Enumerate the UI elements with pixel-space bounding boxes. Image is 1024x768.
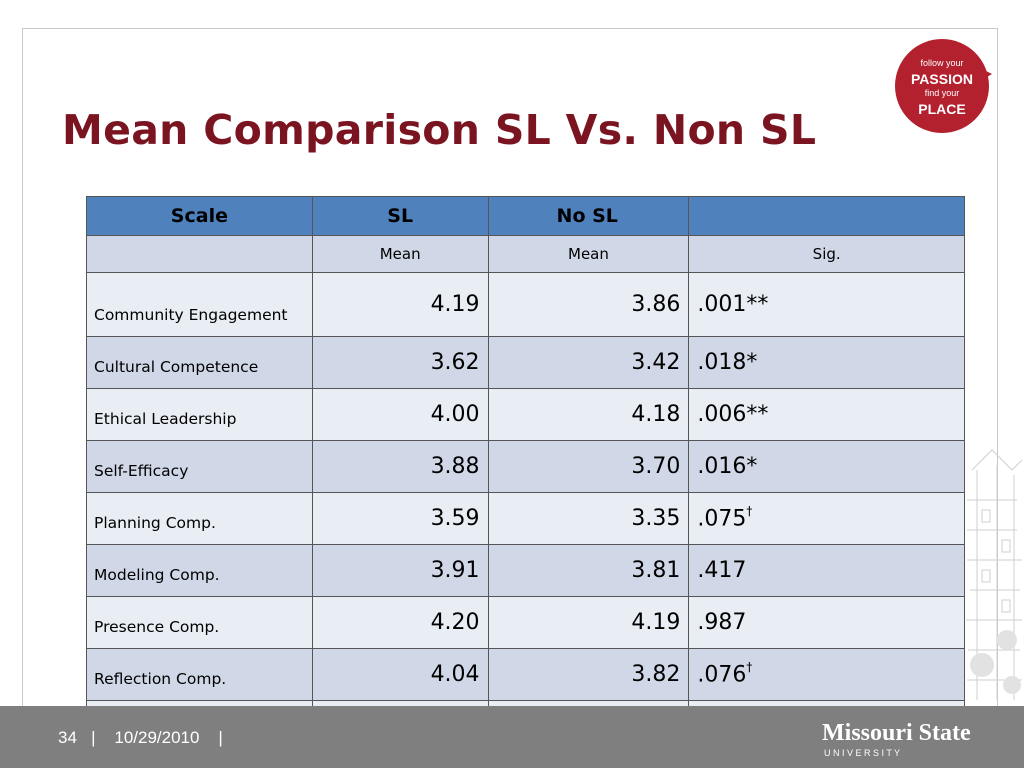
row-sig: .987 [688,596,965,649]
row-sl-mean: 3.59 [311,492,489,545]
row-sig: .417 [688,544,965,597]
row-sig-mark: † [746,659,753,674]
row-sig-value: .987 [697,610,747,635]
row-sl-mean: 4.00 [311,388,489,441]
table-row: Presence Comp. 4.20 4.19 .987 [86,596,965,649]
table-subheader-row: Mean Mean Sig. [86,235,965,273]
header-nosl: No SL [487,196,690,236]
row-sl-mean: 3.88 [311,440,489,493]
table-row: Ethical Leadership 4.00 4.18 .006** [86,388,965,441]
badge-line-1: follow your [920,58,963,68]
row-scale-label: Self-Efficacy [86,440,313,493]
badge-line-2: PASSION [911,71,973,87]
slide-title: Mean Comparison SL Vs. Non SL [62,106,817,154]
row-nosl-mean: 4.19 [487,596,690,649]
footer-bar [0,706,1024,768]
header-scale: Scale [86,196,313,236]
row-nosl-mean: 3.81 [487,544,690,597]
row-sl-mean: 3.62 [311,336,489,389]
table-body: Community Engagement 4.19 3.86.001** Cultur… [86,272,965,753]
row-sig: .076† [688,648,965,701]
row-nosl-mean: 3.35 [487,492,690,545]
passion-place-badge: follow your PASSION find your PLACE [895,39,992,133]
row-sig: .075† [688,492,965,545]
badge-line-3: find your [925,88,960,98]
row-sig-mark: † [746,503,753,518]
row-sig-value: .018* [697,350,758,375]
row-sl-mean: 3.91 [311,544,489,597]
table-row: Planning Comp. 3.59 3.35.075† [86,492,965,545]
table-row: Community Engagement 4.19 3.86 .001** [86,272,965,337]
row-sig-value: .076 [697,662,747,688]
row-scale-label: Cultural Competence [86,336,313,389]
row-scale-label: Reflection Comp. [86,648,313,701]
header-sl: SL [311,196,489,236]
badge-line-4: PLACE [918,101,965,117]
missouri-state-logo: Missouri State U N I V E R S I T Y [822,720,971,758]
subheader-sig: Sig. [688,235,965,273]
row-scale-label: Ethical Leadership [86,388,313,441]
row-nosl-mean: 3.86 [487,272,690,337]
row-scale-label: Planning Comp. [86,492,313,545]
row-scale-label: Modeling Comp. [86,544,313,597]
mean-comparison-table: Scale SL No SL Mean Mean Sig. Community … [86,196,965,753]
row-sig-value: .075 [697,506,747,532]
row-sig-value: .016* [697,454,758,479]
row-sl-mean: 4.04 [311,648,489,701]
subheader-scale [86,235,313,273]
logo-sub: U N I V E R S I T Y [824,748,900,758]
subheader-nosl-mean: Mean [487,235,690,273]
table-header-row: Scale SL No SL [86,196,965,236]
footer-page-date: 34 | 10/29/2010 | [58,728,223,747]
row-sig: .018* [688,336,965,389]
table-row: Modeling Comp. 3.91 3.81 .417 [86,544,965,597]
header-nosl-label: No SL [556,205,618,227]
campus-sketch-image [966,449,1023,700]
table-row: Self-Efficacy 3.88 3.70 .016* [86,440,965,493]
row-sig: .006** [688,388,965,441]
subheader-sl-mean: Mean [311,235,489,273]
row-nosl-mean: 4.18 [487,388,690,441]
logo-name: Missouri State [822,720,971,746]
row-sig-value: .001** [697,292,769,317]
table-row: Cultural Competence 3.62 3.42 .018* [86,336,965,389]
row-nosl-mean: 3.82 [487,648,690,701]
header-sig [688,196,965,236]
row-sig-value: .006** [697,402,769,427]
row-sl-mean: 4.19 [311,272,489,337]
row-nosl-mean: 3.70 [487,440,690,493]
row-scale-label: Presence Comp. [86,596,313,649]
row-sig-value: .417 [697,558,747,583]
row-scale-label: Community Engagement [86,272,313,337]
row-sig: .001** [688,272,965,337]
row-sig: .016* [688,440,965,493]
row-sl-mean: 4.20 [311,596,489,649]
table-row: Reflection Comp. 4.04 3.82.076† [86,648,965,701]
row-nosl-mean: 3.42 [487,336,690,389]
